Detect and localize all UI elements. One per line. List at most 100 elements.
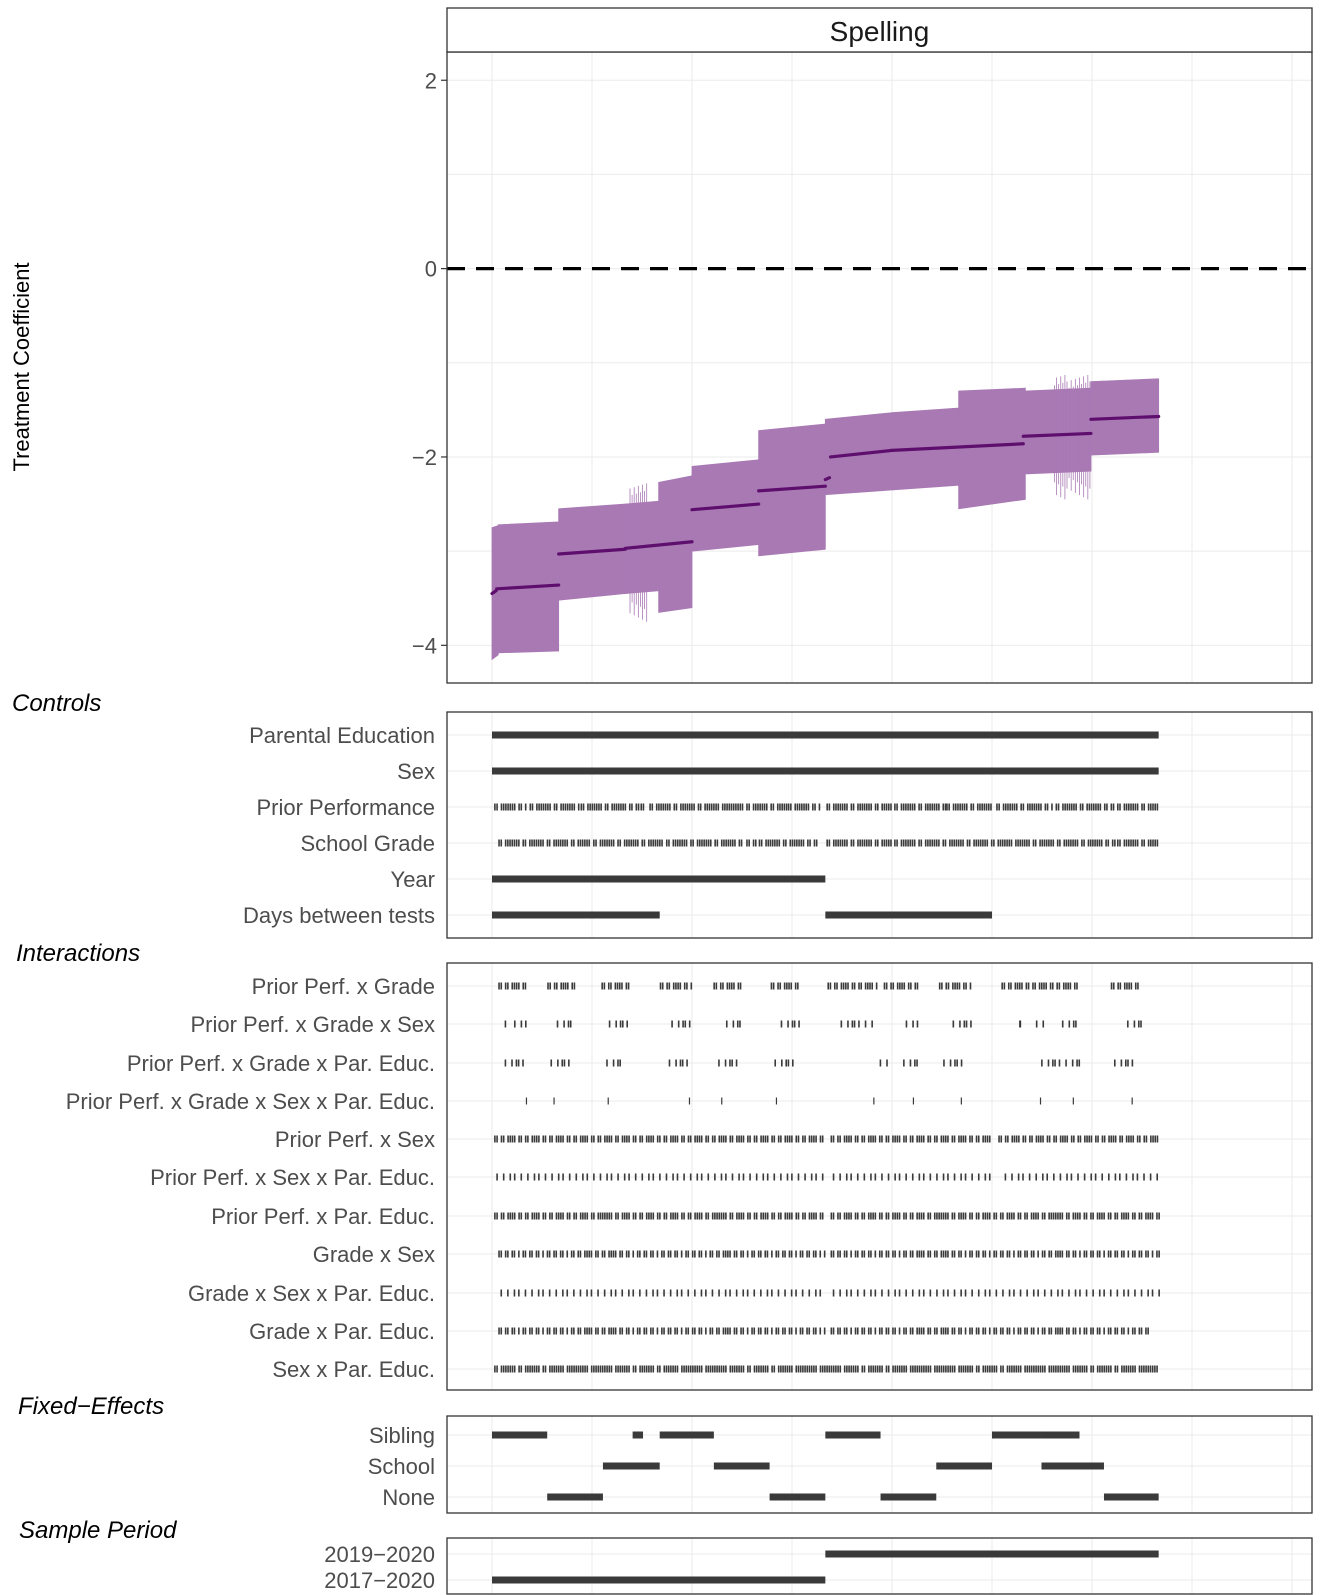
indicator-mark	[1026, 803, 1029, 811]
indicator-mark	[531, 803, 534, 811]
indicator-mark	[995, 1212, 998, 1220]
indicator-mark	[1110, 1365, 1112, 1373]
indicator-mark	[566, 1327, 569, 1335]
indicator-mark	[1021, 839, 1024, 847]
indicator-mark	[698, 1135, 701, 1143]
indicator-mark	[918, 1365, 921, 1373]
indicator-mark	[1108, 1135, 1110, 1143]
indicator-mark	[709, 1250, 712, 1258]
indicator-mark	[672, 1173, 674, 1181]
indicator-mark	[716, 1327, 718, 1335]
indicator-mark	[607, 982, 610, 990]
indicator-mark	[568, 1365, 571, 1373]
indicator-mark	[645, 1289, 648, 1297]
indicator-mark	[751, 1250, 753, 1258]
indicator-mark	[1141, 803, 1143, 811]
indicator-mark	[599, 1135, 602, 1143]
indicator-mark	[920, 1212, 923, 1220]
indicator-mark	[864, 1020, 867, 1028]
row-label: Prior Perf. x Sex x Par. Educ.	[150, 1165, 435, 1190]
indicator-mark	[604, 1365, 606, 1373]
indicator-mark	[1156, 1173, 1159, 1181]
indicator-mark	[665, 839, 668, 847]
indicator-mark	[1150, 1135, 1152, 1143]
indicator-mark	[1019, 1327, 1022, 1335]
indicator-mark	[869, 982, 871, 990]
indicator-mark	[725, 1020, 728, 1028]
indicator-mark	[1015, 803, 1018, 811]
indicator-mark	[1026, 1365, 1029, 1373]
indicator-mark	[806, 1250, 808, 1258]
indicator-mark	[722, 1250, 725, 1258]
indicator-mark	[1002, 803, 1005, 811]
indicator-mark	[923, 1365, 925, 1373]
indicator-mark	[1101, 1173, 1104, 1181]
indicator-mark	[1152, 803, 1154, 811]
indicator-mark	[511, 1327, 514, 1335]
indicator-mark	[914, 1059, 916, 1067]
indicator-mark	[650, 1135, 652, 1143]
indicator-mark	[1055, 1365, 1057, 1373]
indicator-mark	[871, 1020, 873, 1028]
indicator-mark	[964, 1135, 967, 1143]
indicator-mark	[740, 1327, 742, 1335]
indicator-mark	[524, 1327, 527, 1335]
indicator-mark	[1103, 1365, 1106, 1373]
indicator-mark	[867, 1250, 870, 1258]
indicator-mark	[570, 1250, 573, 1258]
indicator-mark	[1074, 839, 1077, 847]
indicator-mark	[1134, 1212, 1136, 1220]
indicator-mark	[621, 1212, 624, 1220]
indicator-mark	[905, 803, 907, 811]
indicator-mark	[531, 839, 533, 847]
indicator-mark	[698, 1212, 701, 1220]
indicator-mark	[533, 1135, 536, 1143]
indicator-mark	[738, 1173, 740, 1181]
indicator-mark	[861, 1135, 863, 1143]
indicator-mark	[856, 1289, 859, 1297]
indicator-mark	[936, 1462, 992, 1470]
indicator-mark	[701, 839, 703, 847]
indicator-mark	[593, 1365, 595, 1373]
indicator-mark	[710, 803, 713, 811]
indicator-mark	[982, 1250, 984, 1258]
indicator-mark	[863, 1250, 866, 1258]
indicator-mark	[839, 1173, 841, 1181]
indicator-mark	[685, 839, 688, 847]
indicator-mark	[1037, 1250, 1039, 1258]
indicator-mark	[837, 1135, 839, 1143]
indicator-panel-frame	[446, 711, 1313, 939]
indicator-mark	[511, 1135, 514, 1143]
indicator-mark	[522, 982, 525, 990]
indicator-mark	[964, 1365, 967, 1373]
indicator-mark	[1138, 1365, 1141, 1373]
indicator-mark	[507, 839, 509, 847]
indicator-mark	[504, 982, 507, 990]
indicator-mark	[645, 1250, 648, 1258]
indicator-mark	[964, 1250, 967, 1258]
indicator-mark	[606, 1059, 608, 1067]
indicator-mark	[1145, 1365, 1147, 1373]
indicator-mark	[1081, 839, 1083, 847]
indicator-mark	[790, 1250, 793, 1258]
indicator-mark	[1032, 1212, 1035, 1220]
indicator-mark	[1074, 1212, 1077, 1220]
indicator-mark	[1035, 803, 1038, 811]
indicator-mark	[687, 1365, 690, 1373]
indicator-mark	[1007, 1135, 1009, 1143]
indicator-mark	[696, 839, 699, 847]
indicator-mark	[746, 1327, 749, 1335]
indicator-mark	[1076, 839, 1079, 847]
indicator-mark	[1123, 1289, 1125, 1297]
indicator-mark	[608, 1212, 611, 1220]
indicator-mark	[617, 1135, 619, 1143]
indicator-mark	[538, 1173, 540, 1181]
indicator-mark	[854, 1135, 857, 1143]
indicator-mark	[1095, 803, 1097, 811]
indicator-mark	[907, 803, 909, 811]
indicator-mark	[650, 1250, 652, 1258]
indicator-mark	[962, 1135, 965, 1143]
indicator-mark	[1025, 982, 1028, 990]
indicator-mark	[544, 1173, 547, 1181]
indicator-mark	[938, 1365, 941, 1373]
